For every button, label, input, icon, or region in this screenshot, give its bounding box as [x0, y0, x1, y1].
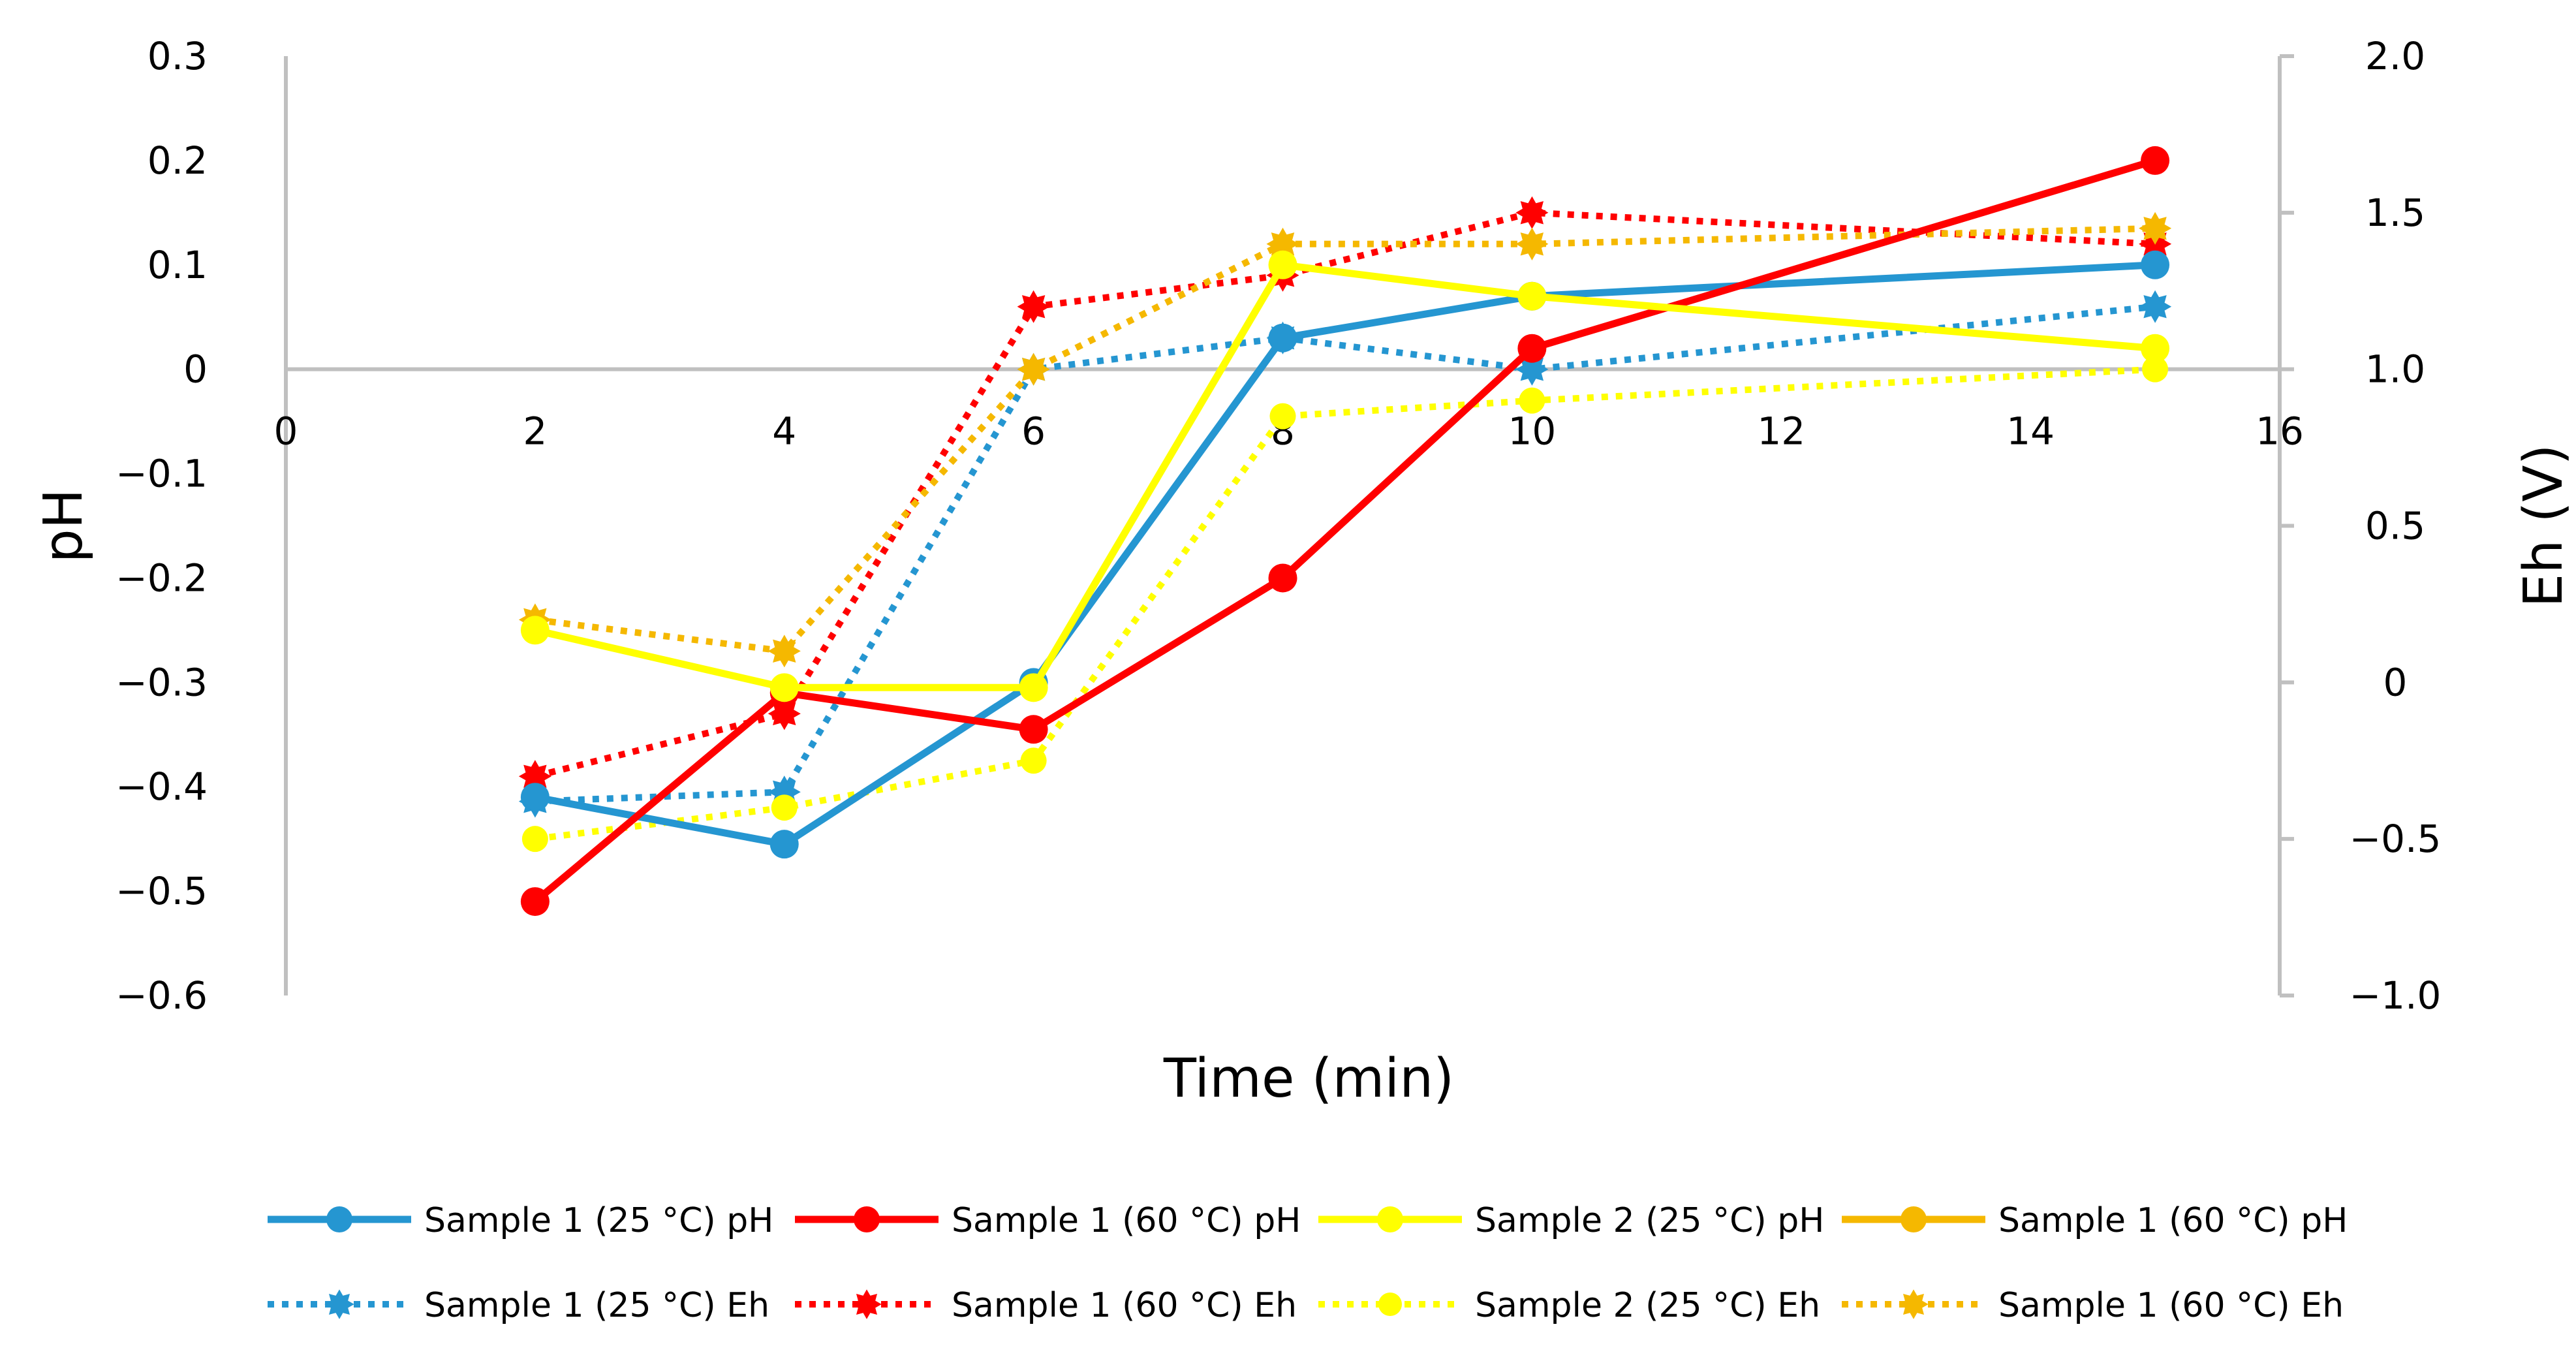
data-point — [1517, 281, 1547, 311]
legend-label: Sample 2 (25 °C) pH — [1475, 1201, 1824, 1240]
legend-label: Sample 2 (25 °C) Eh — [1475, 1286, 1820, 1325]
y-tick-label: 0.1 — [147, 243, 208, 287]
data-point — [2142, 356, 2169, 383]
x-tick-label: 6 — [1021, 409, 1046, 454]
legend-item: Sample 1 (60 °C) pH — [795, 1201, 1301, 1240]
series-line — [534, 261, 2156, 848]
axes-layer: 0.3 0.2 0.1 0 −0.1 −0.2 −0.3 −0.4 −0.5 −0.6 2.0 1.5… — [33, 34, 2575, 1110]
legend-swatch-marker — [852, 1289, 882, 1319]
y-axis-title: pH — [33, 489, 95, 563]
y2-tick-label: −0.5 — [2350, 817, 2442, 861]
series-2 — [520, 250, 2170, 702]
legend-label: Sample 1 (25 °C) Eh — [424, 1286, 769, 1325]
legend-item: Sample 1 (60 °C) Eh — [795, 1286, 1297, 1325]
data-point — [769, 830, 799, 859]
x-tick-label: 0 — [274, 409, 298, 454]
x-tick-label: 12 — [1757, 409, 1805, 454]
data-point — [1017, 290, 1050, 323]
data-point — [768, 697, 801, 730]
data-point — [771, 794, 798, 821]
series-line — [534, 261, 2156, 691]
y2-tick-label: −1.0 — [2350, 973, 2442, 1018]
legend-item: Sample 2 (25 °C) Eh — [1318, 1286, 1820, 1325]
y2-axis-title: Eh (V) — [2513, 445, 2575, 608]
data-point — [2141, 146, 2170, 175]
legend-swatch-marker — [854, 1206, 880, 1232]
legend-swatch-marker — [1377, 1206, 1403, 1232]
series-layer — [518, 146, 2172, 917]
data-point — [1515, 353, 1549, 386]
data-point — [1017, 353, 1050, 386]
series-line — [535, 225, 2156, 655]
legend: Sample 1 (25 °C) pH Sample 1 (60 °C) pH Sa… — [268, 1201, 2348, 1325]
legend-item: Sample 1 (25 °C) pH — [268, 1201, 773, 1240]
data-point — [2141, 334, 2170, 363]
data-point — [769, 673, 799, 702]
data-point — [1268, 250, 1297, 279]
legend-swatch-marker — [1901, 1206, 1927, 1232]
series-line — [535, 303, 2156, 805]
legend-item: Sample 1 (60 °C) pH — [1842, 1201, 2348, 1240]
x-tick-label: 16 — [2256, 409, 2304, 454]
data-point — [1515, 227, 1549, 260]
legend-item: Sample 2 (25 °C) pH — [1318, 1201, 1824, 1240]
x-tick-label: 10 — [1508, 409, 1556, 454]
y-tick-label: −0.5 — [116, 869, 208, 913]
y2-tick-label: 1.5 — [2365, 191, 2425, 235]
data-point — [520, 616, 550, 645]
legend-label: Sample 1 (60 °C) pH — [1998, 1201, 2348, 1240]
y-tick-label: 0.3 — [147, 34, 208, 78]
data-point — [2139, 212, 2172, 245]
data-point — [1268, 323, 1297, 353]
series-0 — [520, 250, 2170, 859]
x-axis-title: Time (min) — [1163, 1048, 1454, 1110]
y2-tick-label: 0 — [2383, 660, 2408, 704]
y-tick-label: −0.3 — [116, 660, 208, 704]
y-tick-label: 0 — [183, 347, 208, 392]
y-tick-label: 0.2 — [147, 138, 208, 183]
legend-item: Sample 1 (25 °C) Eh — [268, 1286, 769, 1325]
legend-swatch-marker — [326, 1206, 352, 1232]
series-6 — [521, 356, 2169, 853]
x-tick-label: 14 — [2006, 409, 2055, 454]
x-tick-label: 2 — [523, 409, 547, 454]
data-point — [1517, 334, 1547, 363]
y-tick-label: −0.6 — [116, 973, 208, 1018]
y2-tick-label: 0.5 — [2365, 504, 2425, 548]
data-point — [520, 783, 550, 812]
y2-tick-label: 1.0 — [2365, 347, 2425, 392]
data-point — [520, 887, 550, 917]
data-point — [521, 826, 548, 853]
legend-swatch-marker — [324, 1289, 354, 1319]
y-tick-label: −0.4 — [116, 764, 208, 809]
legend-swatch-marker — [1899, 1289, 1929, 1319]
data-point — [1269, 403, 1296, 430]
data-point — [1020, 747, 1047, 774]
data-point — [1515, 196, 1549, 229]
series-line — [535, 366, 2156, 843]
legend-label: Sample 1 (60 °C) Eh — [952, 1286, 1297, 1325]
y-tick-label: −0.1 — [116, 452, 208, 496]
legend-label: Sample 1 (60 °C) pH — [952, 1201, 1301, 1240]
data-point — [1019, 673, 1048, 702]
y2-tick-label: 2.0 — [2365, 34, 2425, 78]
x-tick-label: 4 — [772, 409, 796, 454]
series-7 — [518, 212, 2172, 668]
data-point — [1268, 563, 1297, 593]
legend-item: Sample 1 (60 °C) Eh — [1842, 1286, 2344, 1325]
data-point — [2141, 250, 2170, 279]
data-point — [2139, 290, 2172, 323]
y-tick-label: −0.2 — [116, 556, 208, 600]
legend-swatch-marker — [1378, 1293, 1402, 1316]
data-point — [1019, 715, 1048, 744]
legend-label: Sample 1 (60 °C) Eh — [1998, 1286, 2344, 1325]
series-line — [533, 157, 2156, 905]
data-point — [768, 635, 801, 668]
data-point — [1519, 387, 1545, 414]
legend-label: Sample 1 (25 °C) pH — [424, 1201, 773, 1240]
